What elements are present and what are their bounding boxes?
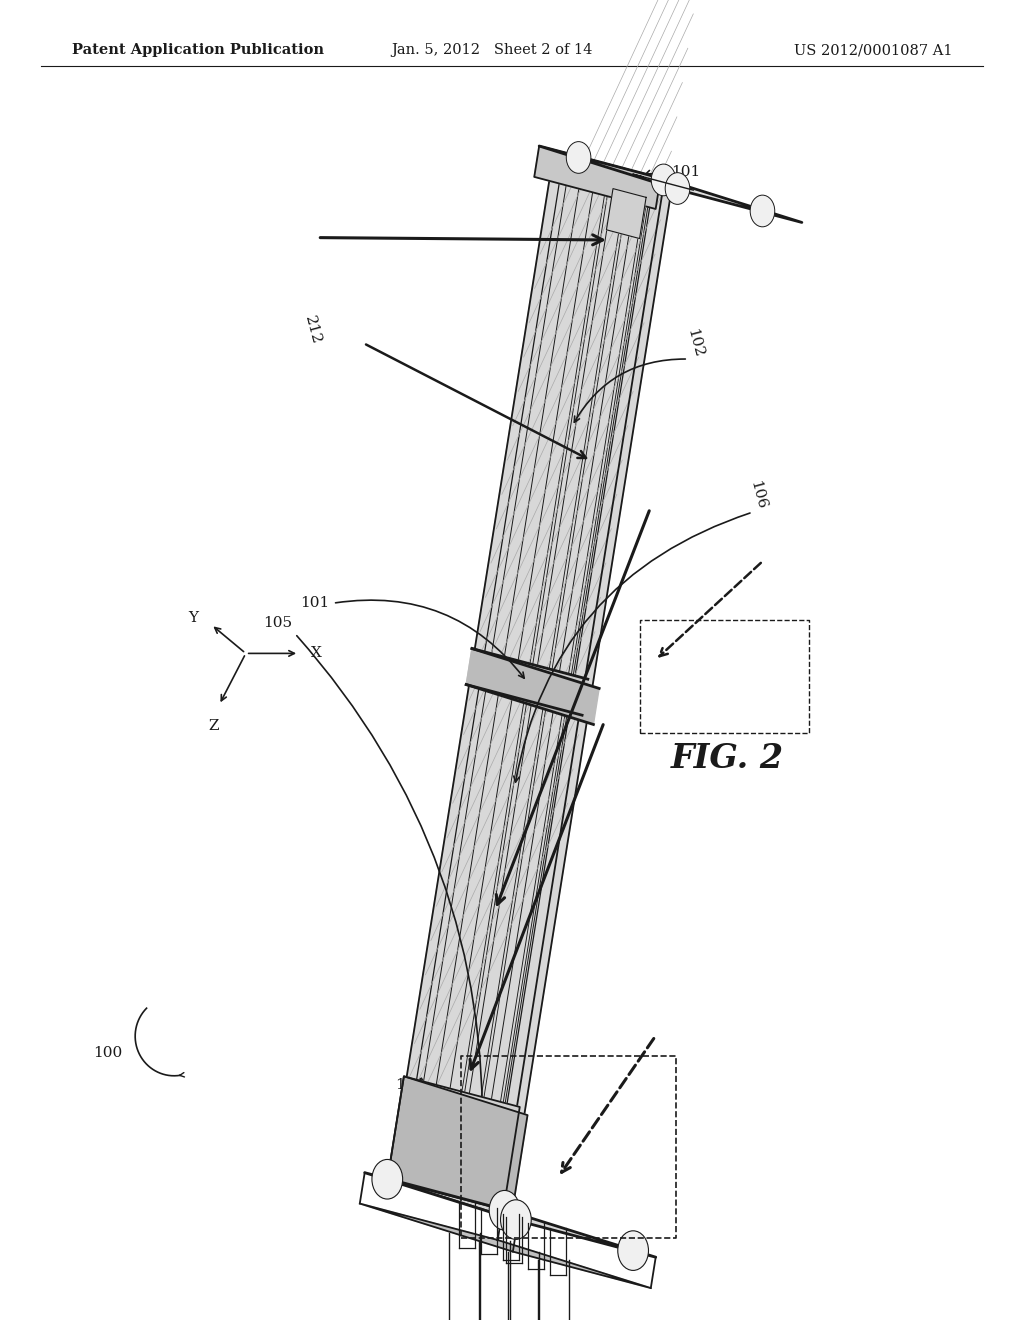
Circle shape	[651, 164, 676, 195]
Text: 101: 101	[300, 597, 330, 610]
Circle shape	[617, 1230, 648, 1270]
Text: 105: 105	[263, 616, 292, 630]
Circle shape	[372, 1159, 402, 1199]
Polygon shape	[466, 648, 599, 725]
Text: Patent Application Publication: Patent Application Publication	[72, 44, 324, 57]
Text: 101: 101	[671, 165, 700, 178]
Polygon shape	[466, 648, 588, 715]
Text: X: X	[311, 647, 323, 660]
Text: Jan. 5, 2012   Sheet 2 of 14: Jan. 5, 2012 Sheet 2 of 14	[391, 44, 592, 57]
Text: 100: 100	[93, 1047, 122, 1060]
Text: 106: 106	[748, 479, 769, 511]
Text: 104: 104	[395, 1078, 424, 1092]
Text: FIG. 2: FIG. 2	[671, 742, 783, 776]
Circle shape	[501, 1200, 531, 1239]
Polygon shape	[390, 150, 665, 1209]
Text: 212: 212	[302, 314, 324, 346]
Polygon shape	[535, 147, 660, 209]
Circle shape	[489, 1191, 520, 1230]
Polygon shape	[390, 150, 672, 1217]
Circle shape	[566, 141, 591, 173]
Text: 102: 102	[684, 327, 706, 359]
Text: Z: Z	[209, 719, 219, 733]
Text: US 2012/0001087 A1: US 2012/0001087 A1	[794, 44, 952, 57]
Circle shape	[666, 173, 690, 205]
Polygon shape	[540, 147, 802, 223]
Polygon shape	[387, 1076, 520, 1210]
Text: Y: Y	[187, 611, 198, 624]
Circle shape	[751, 195, 775, 227]
Polygon shape	[606, 189, 646, 239]
Polygon shape	[359, 1204, 651, 1288]
Polygon shape	[387, 1076, 527, 1218]
Polygon shape	[365, 1172, 655, 1257]
